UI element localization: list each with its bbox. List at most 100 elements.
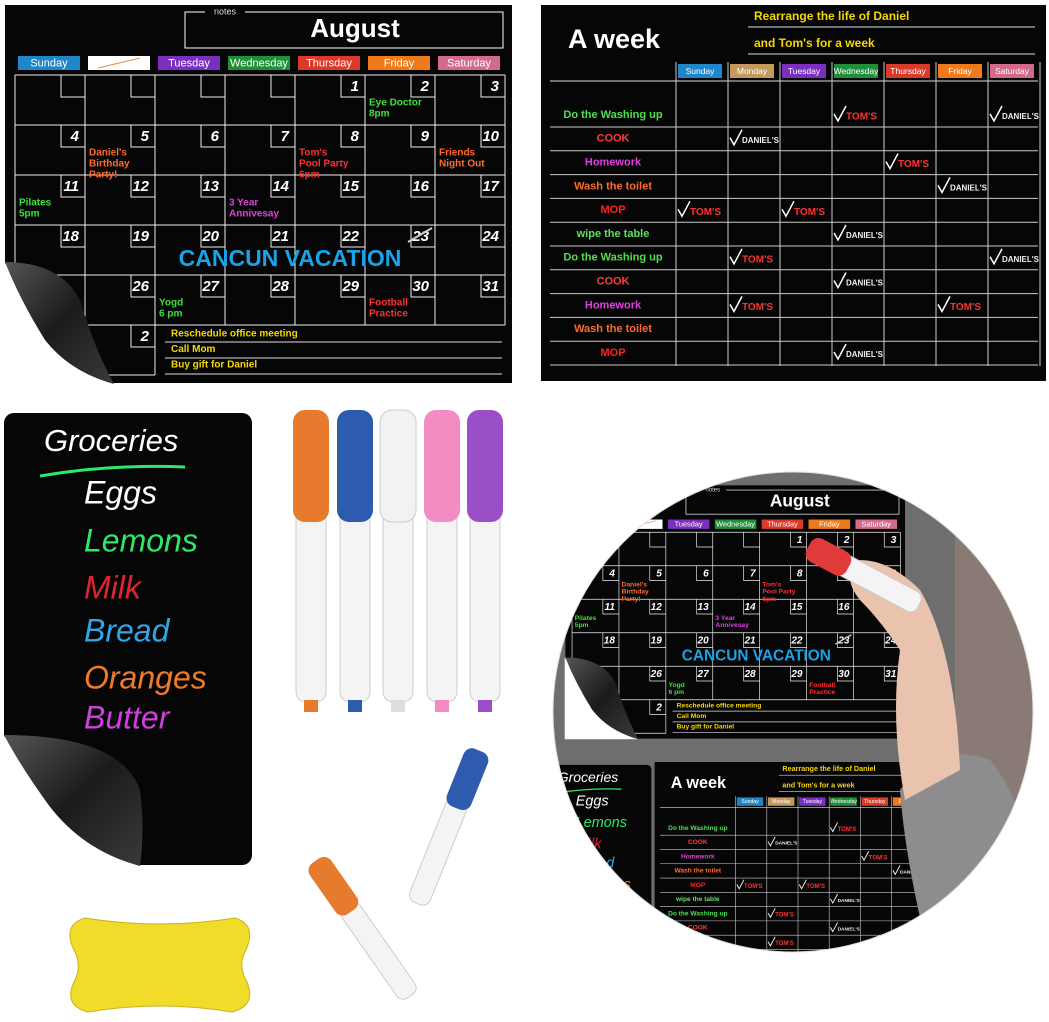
marker-cap: [337, 410, 373, 522]
day-box: [696, 532, 713, 548]
day-label: Wednesday: [830, 799, 857, 805]
day-number: 3: [491, 78, 500, 95]
day-number: 2: [655, 702, 662, 713]
weekday-header: [298, 56, 360, 70]
check-mark: [830, 922, 838, 933]
day-box: [410, 225, 435, 248]
check-mark: [885, 153, 899, 171]
day-box: [649, 532, 666, 548]
event-text: Practice: [809, 689, 835, 696]
check-label: TOM'S: [744, 884, 763, 890]
day-number: 14: [744, 602, 756, 613]
check-label: TOM'S: [900, 941, 919, 947]
weekday-label: Tuesday: [675, 519, 703, 528]
fridge-door: [955, 472, 1033, 952]
check-label: DANIEL'S: [1002, 112, 1040, 121]
check-mark: [798, 879, 807, 890]
day-number: 28: [743, 669, 756, 680]
day-number: 19: [132, 228, 149, 245]
notes-label-bg: [699, 486, 727, 495]
week-chart: A week Rearrange the life of Daniel and To…: [541, 5, 1046, 381]
day-box: [270, 225, 295, 248]
week-subtitle: and Tom's for a week: [782, 780, 854, 789]
groceries: Groceries Eggs Lemons Milk Bread Oranges Butte…: [3, 413, 252, 866]
day-label: Thursday: [890, 66, 926, 76]
day-header: [834, 64, 878, 78]
weekday-label: Sunday: [582, 519, 607, 528]
day-box: [837, 599, 854, 615]
event-text: Tom's: [762, 581, 781, 588]
marker-tip: [478, 700, 492, 712]
check-mark: [937, 296, 951, 313]
check-label: DANIEL'S: [1002, 255, 1040, 264]
event-text: 6pm: [762, 596, 776, 603]
check-label: TOM'S: [742, 302, 773, 313]
check-label: TOM'S: [898, 159, 929, 170]
day-box: [60, 225, 85, 248]
check-mark: [677, 200, 691, 218]
check-mark: [767, 936, 776, 947]
day-number: 11: [604, 602, 615, 613]
banner: CANCUN VACATION: [179, 245, 402, 271]
hand: [850, 560, 960, 800]
peel-curl: [565, 657, 639, 740]
event-text: 6pm: [299, 170, 320, 181]
grocery-item: Eggs: [84, 474, 157, 510]
grocery-item: Bread: [84, 612, 171, 648]
weekday-label: Thursday: [306, 57, 352, 69]
day-number: 31: [885, 669, 897, 680]
task-label: Wash the toilet: [574, 180, 652, 192]
grocery-item: Milk: [84, 569, 143, 605]
check-mark: [729, 129, 743, 147]
marker-body: [408, 799, 467, 906]
check-label: TOM'S: [775, 912, 794, 918]
day-box: [883, 532, 901, 548]
check-label: TOM'S: [838, 827, 857, 833]
task-label: COOK: [688, 925, 708, 932]
task-label: MOP: [600, 204, 625, 216]
week-subtitle: and Tom's for a week: [754, 36, 875, 50]
marker-tip: [348, 700, 362, 712]
marker-tip: [304, 700, 318, 712]
check-label: DANIEL'S: [931, 912, 954, 918]
note-text: Reschedule office meeting: [677, 703, 762, 710]
day-box: [790, 565, 807, 581]
day-box: [602, 599, 619, 615]
day-box: [743, 532, 760, 548]
day-box: [340, 225, 365, 248]
day-number: 29: [341, 278, 359, 295]
marker-cap: [446, 748, 489, 811]
day-number: 30: [838, 669, 850, 680]
day-number: 8: [797, 568, 803, 579]
task-label: wipe the table: [576, 228, 650, 240]
day-box: [790, 632, 807, 648]
check-mark: [989, 248, 1003, 266]
task-label: MOP: [600, 347, 625, 359]
day-box: [790, 599, 807, 615]
day-box: [340, 175, 365, 198]
task-label: Do the Washing up: [563, 109, 662, 121]
peel-curl: [4, 735, 143, 866]
day-box: [649, 565, 666, 581]
check-label: DANIEL'S: [742, 136, 780, 145]
day-number: 13: [202, 178, 219, 195]
eraser: [69, 917, 251, 1013]
task-label: Wash the toilet: [674, 868, 721, 875]
event-text: Football: [369, 298, 408, 309]
day-number: 4: [70, 128, 80, 145]
weekday-header: [667, 519, 710, 529]
day-box: [602, 632, 619, 648]
day-box: [883, 632, 901, 648]
weekday-label: Wednesday: [716, 519, 755, 528]
check-mark: [729, 248, 743, 266]
event-text: Football: [809, 682, 835, 689]
event-text: Pilates: [19, 198, 52, 209]
marker: [293, 410, 329, 712]
weekday-label: Saturday: [447, 57, 492, 69]
notes-label: notes: [705, 488, 720, 494]
day-box: [200, 225, 225, 248]
note-text: Call Mom: [677, 713, 707, 720]
day-box: [410, 75, 435, 98]
weekday-header: [18, 56, 80, 70]
day-number: 10: [482, 128, 499, 145]
